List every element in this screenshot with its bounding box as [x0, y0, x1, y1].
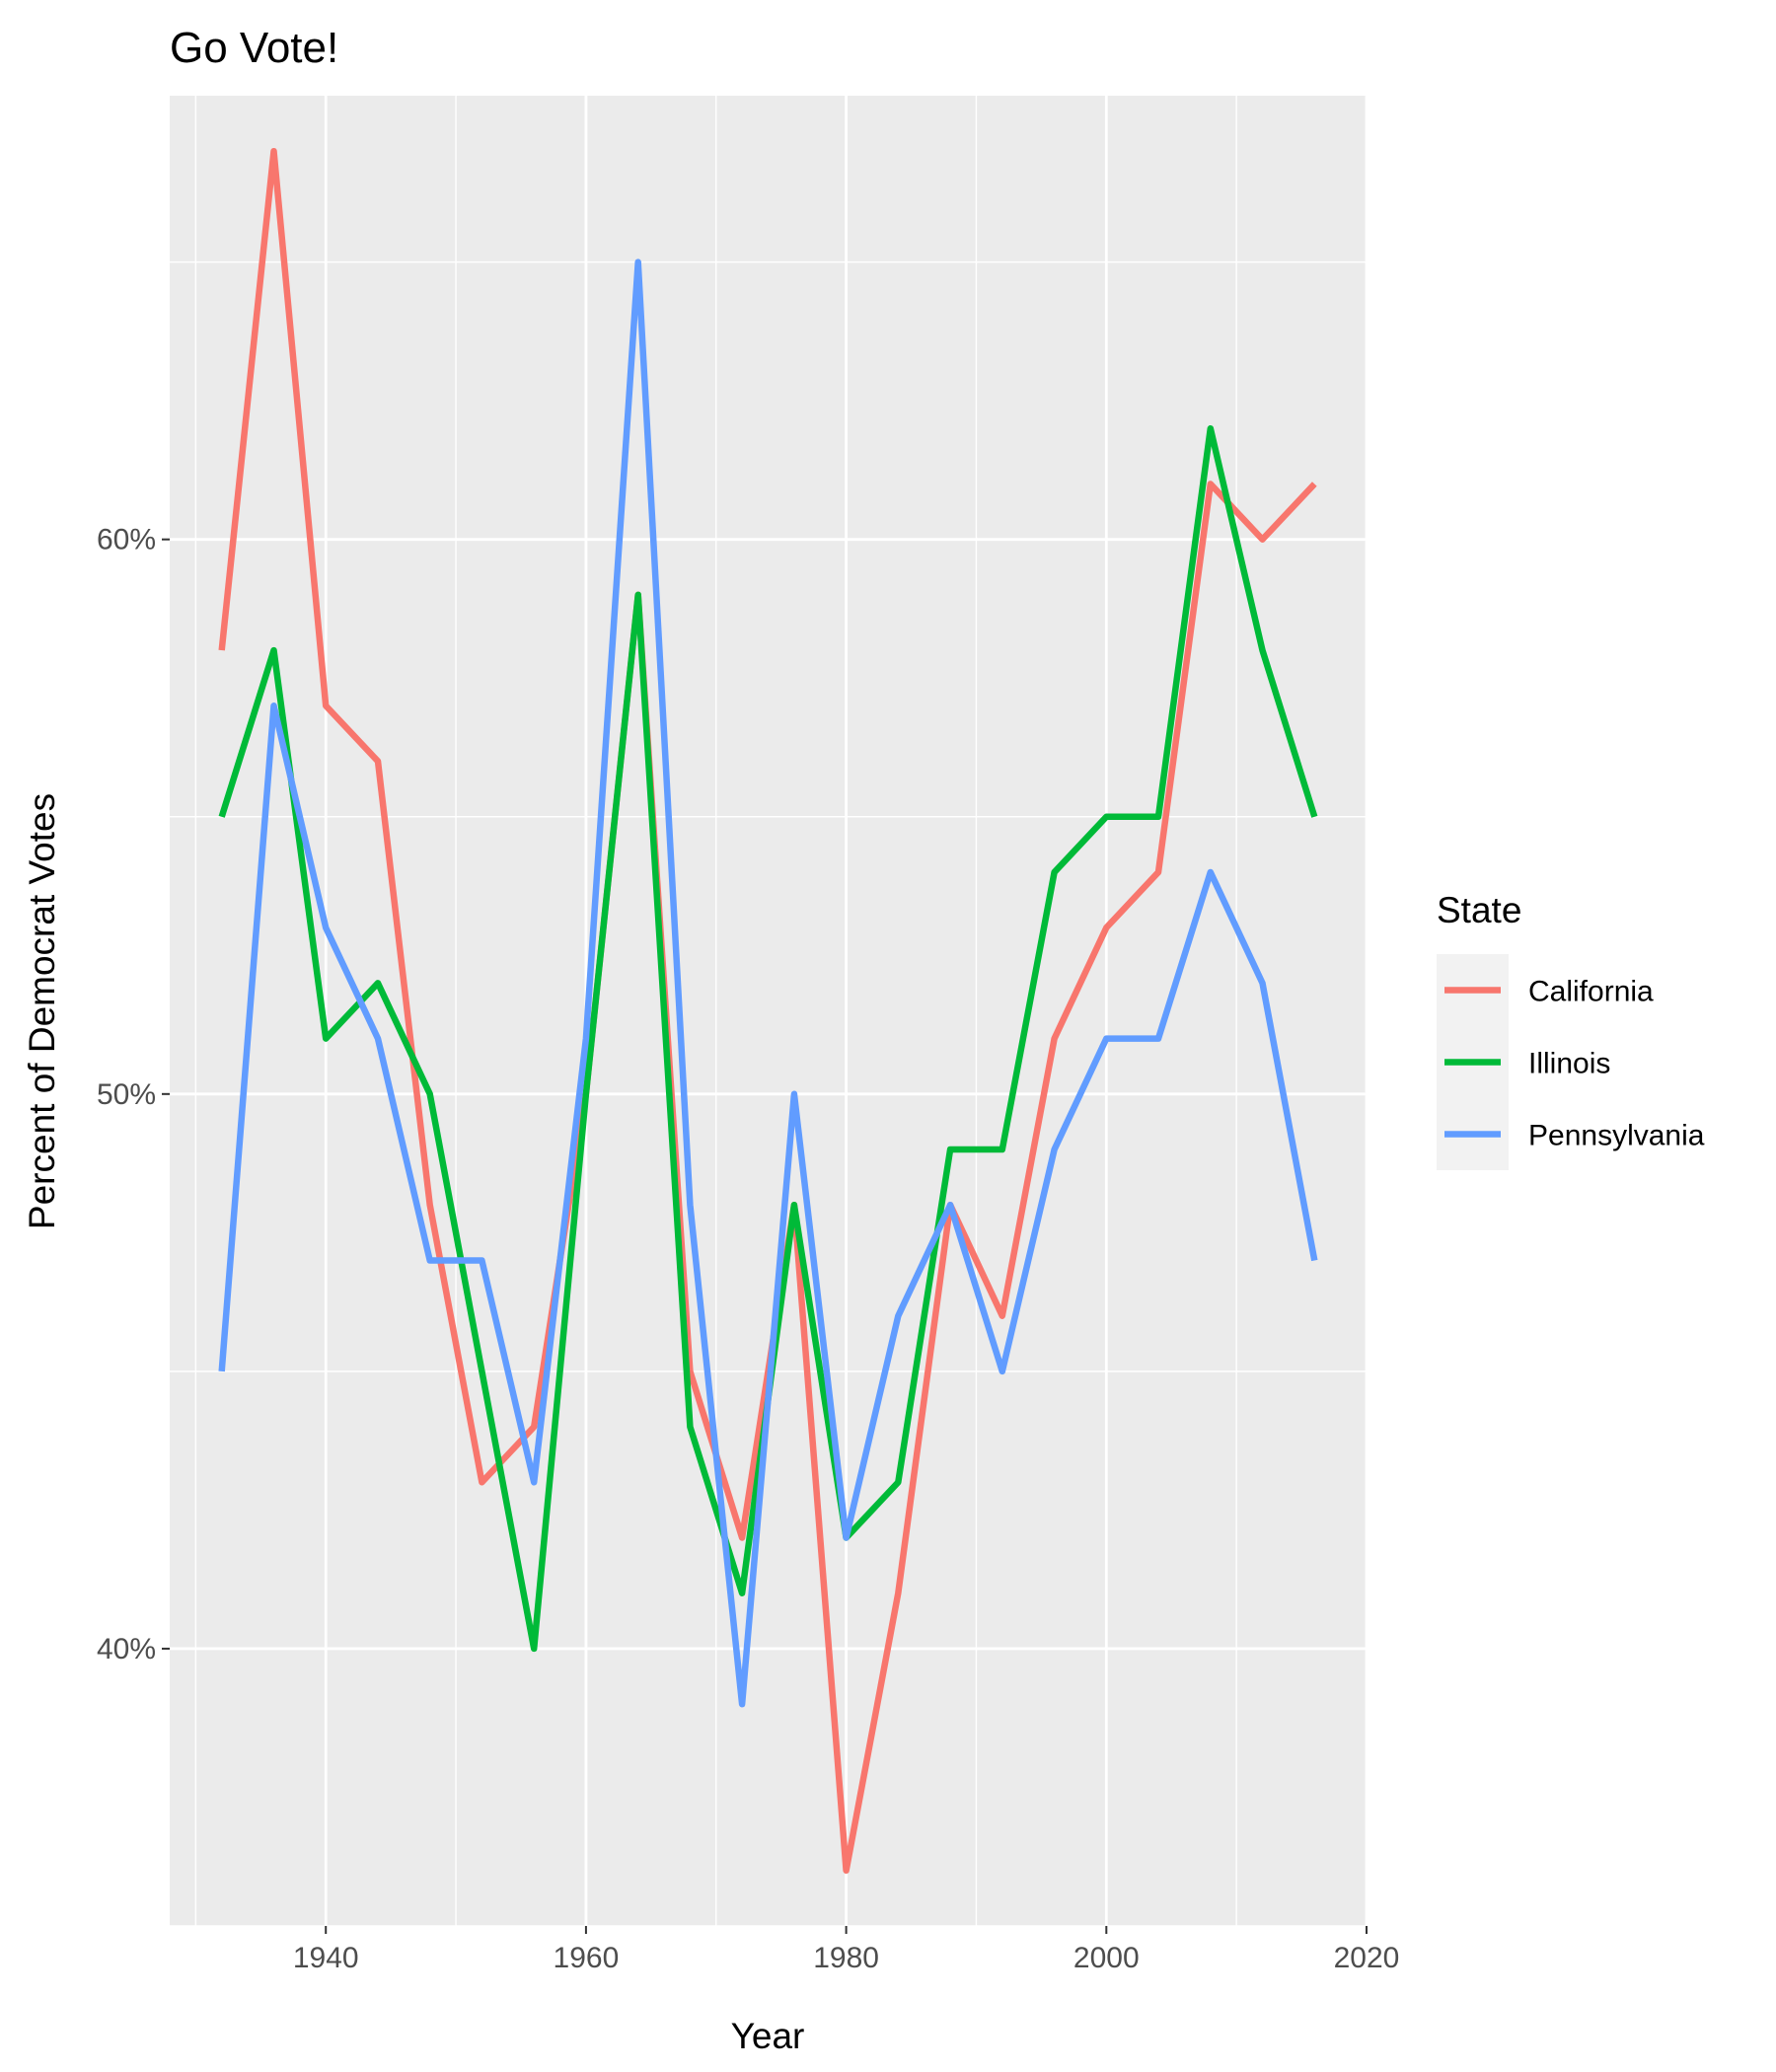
- x-tick-label: 1980: [813, 1942, 879, 1974]
- legend-label-pennsylvania: Pennsylvania: [1528, 1120, 1705, 1152]
- minor-gridlines: [170, 96, 1367, 1927]
- y-tick-label: 60%: [97, 524, 156, 556]
- legend-title: State: [1437, 890, 1521, 930]
- axis-ticks: [162, 538, 1368, 1934]
- series-line-pennsylvania: [218, 259, 1318, 1708]
- series-lines: [218, 147, 1318, 1875]
- chart-title: Go Vote!: [170, 24, 338, 72]
- y-tick-label: 50%: [97, 1078, 156, 1111]
- legend-label-california: California: [1528, 976, 1654, 1008]
- x-tick-label: 2000: [1073, 1942, 1140, 1974]
- x-tick-label: 1940: [293, 1942, 359, 1974]
- y-axis-title: Percent of Democrat Votes: [22, 793, 62, 1229]
- y-axis-tick-labels: 40% 50% 60%: [97, 524, 156, 1665]
- x-tick-label: 2020: [1334, 1942, 1400, 1974]
- x-axis-title: Year: [731, 2016, 805, 2056]
- legend-label-illinois: Illinois: [1528, 1048, 1610, 1080]
- x-tick-label: 1960: [554, 1942, 620, 1974]
- legend: State California Illinois Pennsylvania: [1437, 890, 1705, 1170]
- y-tick-label: 40%: [97, 1633, 156, 1665]
- x-axis-tick-labels: 1940 1960 1980 2000 2020: [293, 1942, 1400, 1974]
